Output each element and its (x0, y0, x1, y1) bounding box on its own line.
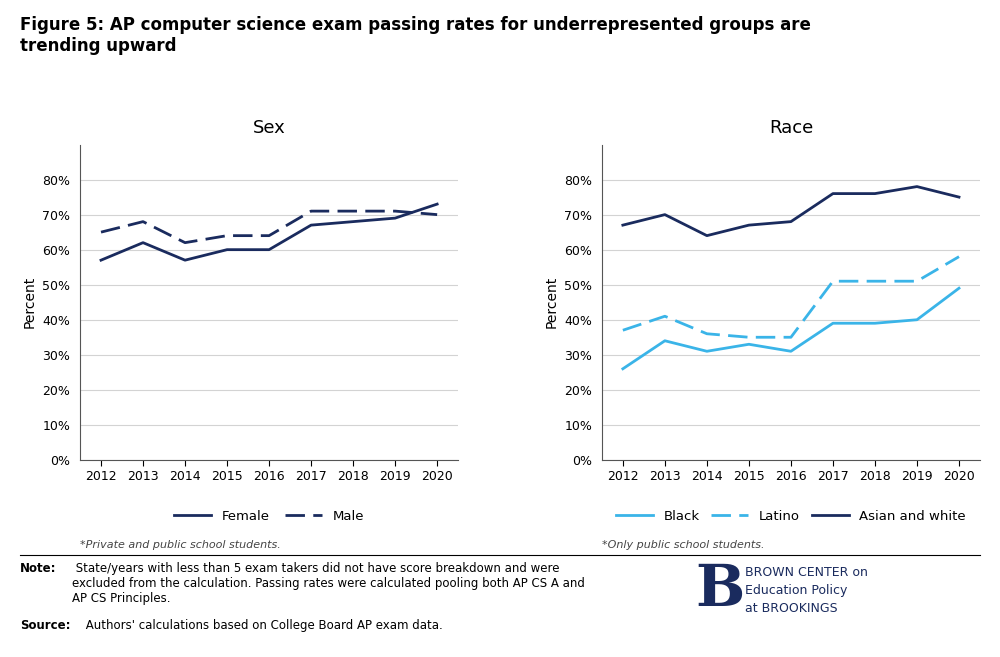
Text: *Private and public school students.: *Private and public school students. (80, 540, 281, 550)
Text: BROWN CENTER on
Education Policy
at BROOKINGS: BROWN CENTER on Education Policy at BROO… (745, 566, 868, 616)
Title: Sex: Sex (253, 120, 285, 137)
Legend: Female, Male: Female, Male (169, 505, 370, 528)
Text: Authors' calculations based on College Board AP exam data.: Authors' calculations based on College B… (82, 619, 443, 632)
Text: Note:: Note: (20, 562, 56, 575)
Legend: Black, Latino, Asian and white: Black, Latino, Asian and white (611, 505, 971, 528)
Text: Figure 5: AP computer science exam passing rates for underrepresented groups are: Figure 5: AP computer science exam passi… (20, 16, 811, 55)
Y-axis label: Percent: Percent (545, 276, 559, 328)
Y-axis label: Percent: Percent (23, 276, 37, 328)
Text: Source:: Source: (20, 619, 70, 632)
Text: *Only public school students.: *Only public school students. (602, 540, 764, 550)
Text: State/years with less than 5 exam takers did not have score breakdown and were
e: State/years with less than 5 exam takers… (72, 562, 585, 604)
Title: Race: Race (769, 120, 813, 137)
Text: B: B (695, 562, 744, 618)
